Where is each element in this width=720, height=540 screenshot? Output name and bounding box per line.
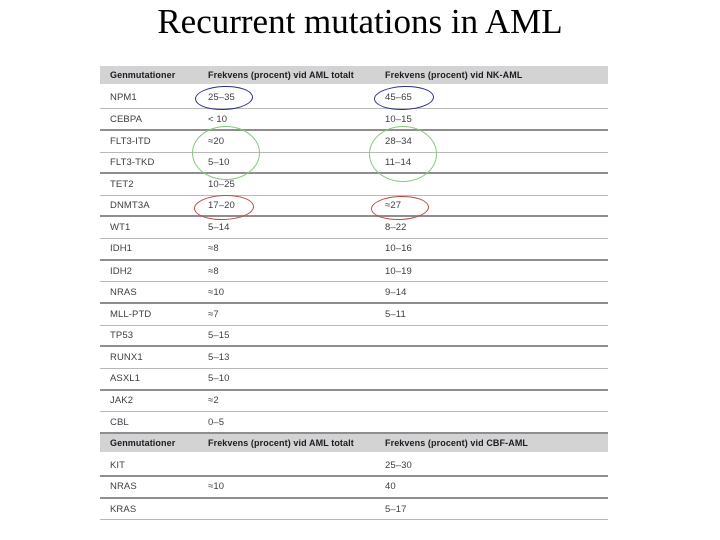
gene-cell: FLT3-ITD bbox=[110, 135, 151, 147]
gene-cell: NRAS bbox=[110, 481, 137, 493]
freq-total-cell: 5–14 bbox=[208, 222, 230, 234]
freq-total-cell: 25–35 bbox=[208, 92, 235, 104]
table-row-cbl: CBL 0–5 bbox=[100, 412, 608, 434]
gene-cell: KRAS bbox=[110, 503, 137, 515]
table-row-nras-cbf: NRAS ≈10 40 bbox=[100, 477, 608, 499]
freq-subtype-cell: 9–14 bbox=[385, 286, 407, 298]
gene-cell: TP53 bbox=[110, 330, 134, 341]
gene-cell: DNMT3A bbox=[110, 200, 150, 212]
freq-total-cell: 17–20 bbox=[208, 200, 235, 212]
freq-total-cell: 5–10 bbox=[208, 373, 230, 385]
table-row-npm1: NPM1 25–35 45–65 bbox=[100, 88, 608, 110]
gene-cell: NPM1 bbox=[110, 92, 137, 104]
freq-total-cell: < 10 bbox=[208, 113, 228, 125]
freq-subtype-cell: 5–11 bbox=[385, 308, 406, 320]
gene-cell: MLL-PTD bbox=[110, 308, 152, 320]
column-header-gene: Genmutationer bbox=[110, 437, 176, 448]
gene-cell: CBL bbox=[110, 416, 129, 428]
freq-total-cell: ≈8 bbox=[208, 265, 219, 277]
freq-subtype-cell: 11–14 bbox=[385, 156, 412, 168]
table-row-kras: KRAS 5–17 bbox=[100, 499, 608, 521]
gene-cell: FLT3-TKD bbox=[110, 156, 155, 168]
freq-total-cell: ≈20 bbox=[208, 135, 225, 147]
freq-subtype-cell: ≈27 bbox=[385, 200, 402, 212]
table-row-asxl1: ASXL1 5–10 bbox=[100, 369, 608, 391]
gene-cell: ASXL1 bbox=[110, 373, 141, 385]
column-header-nk-aml: Frekvens (procent) vid NK-AML bbox=[385, 69, 523, 80]
table-row-nras: NRAS ≈10 9–14 bbox=[100, 282, 608, 305]
page-title: Recurrent mutations in AML bbox=[157, 2, 563, 41]
gene-cell: JAK2 bbox=[110, 395, 134, 407]
freq-total-cell: 5–15 bbox=[208, 330, 230, 341]
column-header-aml-total: Frekvens (procent) vid AML totalt bbox=[208, 69, 354, 80]
freq-total-cell: ≈10 bbox=[208, 481, 225, 493]
column-header-cbf-aml: Frekvens (procent) vid CBF-AML bbox=[385, 437, 529, 448]
freq-subtype-cell: 5–17 bbox=[385, 503, 407, 515]
column-header-gene: Genmutationer bbox=[110, 69, 176, 80]
table-header-row-cbf-aml: Genmutationer Frekvens (procent) vid AML… bbox=[100, 433, 608, 456]
freq-total-cell: ≈8 bbox=[208, 243, 219, 255]
freq-subtype-cell: 25–30 bbox=[385, 459, 412, 471]
freq-subtype-cell: 10–16 bbox=[385, 243, 412, 255]
table-row-tp53: TP53 5–15 bbox=[100, 326, 608, 348]
table-row-wt1: WT1 5–14 8–22 bbox=[100, 217, 608, 240]
gene-cell: TET2 bbox=[110, 179, 134, 191]
gene-cell: RUNX1 bbox=[110, 352, 143, 364]
table-row-runx1: RUNX1 5–13 bbox=[100, 347, 608, 369]
freq-subtype-cell: 45–65 bbox=[385, 92, 412, 104]
freq-subtype-cell: 8–22 bbox=[385, 222, 407, 234]
table-row-tet2: TET2 10–25 bbox=[100, 174, 608, 196]
freq-subtype-cell: 10–19 bbox=[385, 265, 412, 277]
table-row-jak2: JAK2 ≈2 bbox=[100, 391, 608, 413]
freq-subtype-cell: 28–34 bbox=[385, 135, 412, 147]
table-row-cebpa: CEBPA < 10 10–15 bbox=[100, 109, 608, 131]
table-row-idh1: IDH1 ≈8 10–16 bbox=[100, 239, 608, 261]
freq-total-cell: 0–5 bbox=[208, 416, 225, 428]
gene-cell: IDH1 bbox=[110, 243, 133, 255]
mutations-table: Genmutationer Frekvens (procent) vid AML… bbox=[100, 66, 608, 521]
freq-total-cell: 5–13 bbox=[208, 352, 230, 364]
freq-subtype-cell: 40 bbox=[385, 481, 396, 493]
table-row-kit: KIT 25–30 bbox=[100, 456, 608, 478]
freq-total-cell: ≈10 bbox=[208, 286, 225, 298]
freq-total-cell: 5–10 bbox=[208, 156, 230, 168]
table-row-dnmt3a: DNMT3A 17–20 ≈27 bbox=[100, 196, 608, 218]
table-row-flt3-itd: FLT3-ITD ≈20 28–34 bbox=[100, 131, 608, 153]
table-row-idh2: IDH2 ≈8 10–19 bbox=[100, 261, 608, 283]
gene-cell: CEBPA bbox=[110, 113, 143, 125]
column-header-aml-total: Frekvens (procent) vid AML totalt bbox=[208, 437, 354, 448]
table-header-row-nk-aml: Genmutationer Frekvens (procent) vid AML… bbox=[100, 66, 608, 88]
gene-cell: IDH2 bbox=[110, 265, 133, 277]
gene-cell: KIT bbox=[110, 459, 126, 471]
freq-total-cell: ≈7 bbox=[208, 308, 219, 320]
gene-cell: NRAS bbox=[110, 286, 137, 298]
freq-total-cell: ≈2 bbox=[208, 395, 219, 407]
table-row-mll-ptd: MLL-PTD ≈7 5–11 bbox=[100, 304, 608, 326]
freq-subtype-cell: 10–15 bbox=[385, 113, 412, 125]
freq-total-cell: 10–25 bbox=[208, 179, 235, 191]
gene-cell: WT1 bbox=[110, 222, 131, 234]
table-row-flt3-tkd: FLT3-TKD 5–10 11–14 bbox=[100, 153, 608, 175]
